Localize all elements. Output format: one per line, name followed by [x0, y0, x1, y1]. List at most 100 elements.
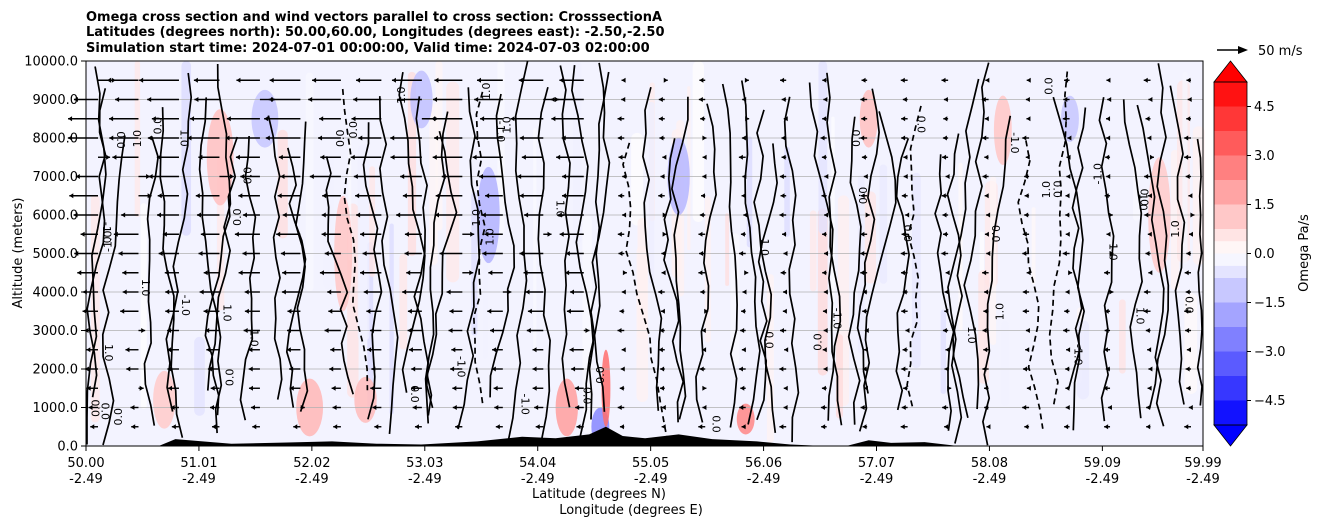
wind-vector-head — [448, 328, 453, 333]
wind-vector-head — [617, 328, 622, 333]
contour-line — [295, 121, 309, 412]
wind-vector-head — [452, 385, 457, 391]
wind-vector-head — [521, 154, 526, 160]
y-tick-label: 10000.0 — [24, 55, 78, 70]
wind-vector-head — [863, 347, 868, 353]
wind-vector-head — [481, 212, 486, 218]
y-tick-label: 4000.0 — [33, 286, 79, 301]
wind-vector-head — [902, 289, 907, 295]
wind-vector-head — [744, 270, 749, 276]
contour-label: 0.0 — [989, 225, 1002, 243]
wind-vector-head — [905, 328, 910, 333]
wind-vector-head — [510, 116, 515, 122]
wind-vector-head — [622, 212, 627, 218]
contour-label: -1.0 — [100, 222, 113, 243]
wind-vector-head — [80, 231, 85, 237]
wind-vector-head — [107, 77, 112, 83]
wind-vector-head — [125, 347, 130, 353]
wind-vector-head — [1106, 116, 1111, 122]
wind-vector-head — [738, 154, 743, 160]
wind-vector-head — [187, 135, 192, 141]
wind-vector-head — [905, 212, 910, 218]
wind-vector-head — [141, 328, 146, 333]
wind-vector-head — [823, 328, 828, 333]
colorbar-segment — [1214, 204, 1247, 229]
wind-vector-head — [702, 405, 707, 410]
wind-vector-head — [941, 251, 946, 256]
wind-vector-head — [783, 405, 788, 410]
wind-vector-head — [701, 328, 706, 333]
wind-vector-head — [120, 308, 125, 314]
contour-line — [753, 109, 777, 434]
wind-vector-head — [474, 97, 479, 102]
contour-label: 0.0 — [850, 129, 863, 147]
contour-line — [1148, 63, 1170, 409]
wind-vector-head — [745, 116, 750, 122]
wind-vector-head — [1186, 385, 1191, 391]
wind-vector-head — [821, 424, 826, 430]
contour-line — [426, 130, 458, 416]
omega-streak — [1077, 320, 1090, 400]
wind-vector-head — [203, 270, 208, 276]
contour-label: 1.0 — [177, 129, 190, 147]
x-tick-label-lat: 51.01 — [180, 456, 217, 471]
wind-vector-head — [207, 366, 212, 372]
wind-vector-head — [535, 424, 540, 430]
wind-vector-head — [147, 135, 152, 141]
wind-vector-head — [1186, 116, 1191, 122]
wind-vector-head — [282, 212, 287, 218]
wind-vector-head — [1104, 270, 1109, 276]
wind-vector-head — [820, 135, 825, 141]
x-tick-label-lon: -2.49 — [634, 472, 668, 487]
wind-vector-head — [109, 116, 114, 122]
wind-vector-head — [942, 328, 947, 333]
omega-cell — [859, 89, 878, 148]
wind-vector-head — [1184, 270, 1189, 276]
wind-vector-head — [658, 193, 663, 199]
wind-vector-head — [431, 116, 436, 122]
y-tick-label: 9000.0 — [33, 93, 79, 108]
wind-vector-head — [783, 251, 788, 256]
contour-label: 1.0 — [139, 279, 152, 297]
wind-vector-head — [360, 270, 365, 276]
omega-streak — [831, 116, 835, 332]
wind-vector-head — [559, 77, 564, 83]
contour-line — [671, 96, 689, 420]
wind-vector-head — [822, 231, 827, 237]
wind-vector-head — [434, 77, 439, 83]
omega-streak — [429, 103, 438, 266]
title-line-3: Simulation start time: 2024-07-01 00:00:… — [86, 41, 650, 56]
wind-vector-head — [243, 328, 248, 333]
wind-vector-head — [781, 154, 786, 160]
wind-vector-head — [984, 231, 989, 237]
wind-vector-head — [944, 366, 949, 372]
wind-vector-head — [130, 405, 135, 410]
wind-vector-head — [901, 116, 906, 122]
wind-vector-head — [702, 385, 707, 391]
wind-vector-head — [863, 174, 868, 179]
wind-vector-head — [73, 212, 78, 218]
colorbar-tick-label: 0.0 — [1254, 247, 1275, 262]
wind-vectors — [67, 77, 1195, 430]
wind-vector-head — [356, 212, 361, 218]
wind-vector-head — [68, 116, 73, 122]
wind-vector-head — [139, 77, 144, 83]
y-tick-label: 8000.0 — [33, 132, 79, 147]
colorbar-tick-label: 3.0 — [1254, 149, 1275, 164]
wind-vector-head — [489, 328, 494, 333]
wind-vector-head — [565, 251, 570, 256]
wind-vector-head — [862, 424, 867, 430]
colorbar-segment — [1214, 327, 1247, 352]
wind-vector-head — [702, 154, 707, 160]
y-tick-label: 7000.0 — [33, 170, 79, 185]
wind-vector-head — [947, 385, 952, 391]
wind-vector-head — [455, 424, 460, 430]
wind-vector-head — [211, 424, 216, 430]
contour-line — [1169, 85, 1186, 405]
wind-vector-head — [901, 231, 906, 237]
wind-vector-head — [139, 385, 144, 391]
wind-vector-head — [452, 405, 457, 410]
wind-vector-head — [332, 405, 337, 410]
wind-vector-head — [781, 135, 786, 141]
wind-vector-head — [780, 270, 785, 276]
